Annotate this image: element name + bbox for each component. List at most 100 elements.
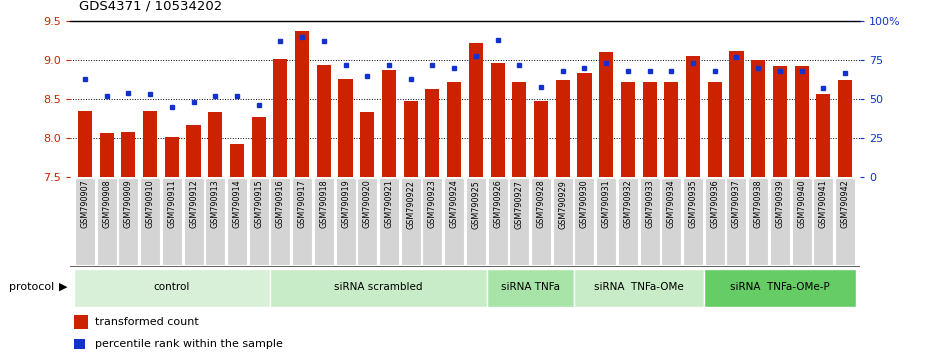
FancyBboxPatch shape bbox=[749, 178, 768, 265]
Text: GSM790929: GSM790929 bbox=[558, 180, 567, 229]
Bar bbox=[686, 56, 700, 177]
Text: GSM790932: GSM790932 bbox=[623, 180, 632, 228]
FancyBboxPatch shape bbox=[574, 269, 704, 307]
FancyBboxPatch shape bbox=[704, 269, 856, 307]
Text: GSM790908: GSM790908 bbox=[102, 180, 112, 228]
Text: GDS4371 / 10534202: GDS4371 / 10534202 bbox=[79, 0, 222, 12]
Bar bbox=[360, 112, 375, 177]
FancyBboxPatch shape bbox=[206, 178, 225, 265]
Bar bbox=[751, 60, 765, 177]
Text: GSM790930: GSM790930 bbox=[580, 180, 589, 228]
Text: GSM790913: GSM790913 bbox=[211, 180, 219, 228]
Text: protocol: protocol bbox=[9, 282, 55, 292]
FancyBboxPatch shape bbox=[791, 178, 812, 265]
Bar bbox=[708, 82, 722, 177]
Text: GSM790931: GSM790931 bbox=[602, 180, 611, 228]
Bar bbox=[664, 82, 678, 177]
Text: GSM790916: GSM790916 bbox=[276, 180, 285, 228]
Bar bbox=[404, 102, 418, 177]
Bar bbox=[447, 82, 461, 177]
Text: GSM790939: GSM790939 bbox=[776, 180, 784, 228]
Text: GSM790921: GSM790921 bbox=[384, 180, 393, 228]
FancyBboxPatch shape bbox=[618, 178, 638, 265]
Text: GSM790940: GSM790940 bbox=[797, 180, 806, 228]
Bar bbox=[252, 117, 266, 177]
Text: GSM790928: GSM790928 bbox=[537, 180, 546, 228]
Bar bbox=[512, 82, 526, 177]
Text: siRNA scrambled: siRNA scrambled bbox=[334, 282, 422, 292]
FancyBboxPatch shape bbox=[97, 178, 116, 265]
FancyBboxPatch shape bbox=[705, 178, 724, 265]
Text: GSM790911: GSM790911 bbox=[167, 180, 177, 228]
Bar bbox=[555, 80, 570, 177]
Bar bbox=[599, 52, 613, 177]
FancyBboxPatch shape bbox=[162, 178, 181, 265]
Text: siRNA TNFa: siRNA TNFa bbox=[500, 282, 560, 292]
Bar bbox=[317, 65, 331, 177]
Text: GSM790933: GSM790933 bbox=[645, 180, 654, 228]
Bar bbox=[78, 111, 92, 177]
Bar bbox=[230, 143, 244, 177]
Text: GSM790909: GSM790909 bbox=[124, 180, 133, 228]
Bar bbox=[534, 101, 548, 177]
Text: siRNA  TNFa-OMe: siRNA TNFa-OMe bbox=[594, 282, 684, 292]
Text: GSM790923: GSM790923 bbox=[428, 180, 437, 228]
Bar bbox=[621, 82, 635, 177]
FancyBboxPatch shape bbox=[401, 178, 420, 265]
FancyBboxPatch shape bbox=[422, 178, 443, 265]
FancyBboxPatch shape bbox=[814, 178, 833, 265]
FancyBboxPatch shape bbox=[379, 178, 399, 265]
Bar bbox=[208, 112, 222, 177]
Text: GSM790942: GSM790942 bbox=[841, 180, 849, 228]
FancyBboxPatch shape bbox=[445, 178, 464, 265]
FancyBboxPatch shape bbox=[510, 178, 529, 265]
Text: control: control bbox=[153, 282, 190, 292]
FancyBboxPatch shape bbox=[683, 178, 703, 265]
FancyBboxPatch shape bbox=[248, 178, 269, 265]
Bar bbox=[273, 59, 287, 177]
Text: GSM790917: GSM790917 bbox=[298, 180, 307, 228]
Text: GSM790915: GSM790915 bbox=[254, 180, 263, 228]
FancyBboxPatch shape bbox=[336, 178, 355, 265]
Bar bbox=[490, 63, 505, 177]
Bar bbox=[121, 132, 136, 177]
FancyBboxPatch shape bbox=[140, 178, 160, 265]
Bar bbox=[773, 65, 787, 177]
FancyBboxPatch shape bbox=[183, 178, 204, 265]
Bar bbox=[165, 137, 179, 177]
FancyBboxPatch shape bbox=[596, 178, 617, 265]
FancyBboxPatch shape bbox=[552, 178, 573, 265]
Text: GSM790912: GSM790912 bbox=[189, 180, 198, 228]
Bar bbox=[578, 73, 591, 177]
FancyBboxPatch shape bbox=[575, 178, 594, 265]
Bar bbox=[295, 32, 309, 177]
FancyBboxPatch shape bbox=[270, 269, 486, 307]
FancyBboxPatch shape bbox=[118, 178, 139, 265]
Text: transformed count: transformed count bbox=[95, 317, 199, 327]
Text: GSM790919: GSM790919 bbox=[341, 180, 350, 228]
FancyBboxPatch shape bbox=[835, 178, 855, 265]
FancyBboxPatch shape bbox=[313, 178, 334, 265]
FancyBboxPatch shape bbox=[75, 178, 95, 265]
Text: ▶: ▶ bbox=[59, 282, 67, 292]
Text: siRNA  TNFa-OMe-P: siRNA TNFa-OMe-P bbox=[730, 282, 830, 292]
Bar bbox=[143, 111, 157, 177]
Bar bbox=[469, 43, 483, 177]
Bar bbox=[187, 125, 201, 177]
Bar bbox=[73, 315, 88, 329]
Bar bbox=[817, 94, 830, 177]
Text: GSM790924: GSM790924 bbox=[449, 180, 458, 228]
Text: GSM790935: GSM790935 bbox=[688, 180, 698, 228]
FancyBboxPatch shape bbox=[357, 178, 378, 265]
Bar bbox=[794, 67, 809, 177]
FancyBboxPatch shape bbox=[487, 178, 508, 265]
Bar bbox=[729, 51, 743, 177]
FancyBboxPatch shape bbox=[531, 178, 551, 265]
Bar bbox=[73, 339, 85, 349]
Bar bbox=[100, 133, 113, 177]
Text: GSM790907: GSM790907 bbox=[81, 180, 89, 228]
Text: GSM790922: GSM790922 bbox=[406, 180, 415, 229]
Text: GSM790938: GSM790938 bbox=[753, 180, 763, 228]
Text: GSM790910: GSM790910 bbox=[146, 180, 154, 228]
Bar bbox=[382, 70, 396, 177]
